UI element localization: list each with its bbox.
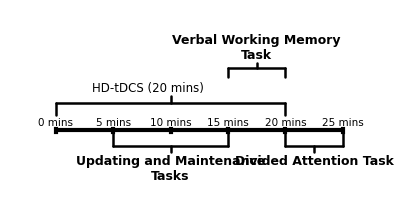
Text: 20 mins: 20 mins <box>264 118 306 128</box>
Text: 10 mins: 10 mins <box>150 118 191 128</box>
Text: Updating and Maintenance
Tasks: Updating and Maintenance Tasks <box>76 154 265 182</box>
Text: 15 mins: 15 mins <box>207 118 249 128</box>
Text: Divided Attention Task: Divided Attention Task <box>235 154 394 167</box>
Text: 0 mins: 0 mins <box>38 118 73 128</box>
Text: HD-tDCS (20 mins): HD-tDCS (20 mins) <box>92 82 204 95</box>
Text: 25 mins: 25 mins <box>322 118 364 128</box>
Text: Verbal Working Memory
Task: Verbal Working Memory Task <box>172 34 341 62</box>
Text: 5 mins: 5 mins <box>96 118 131 128</box>
